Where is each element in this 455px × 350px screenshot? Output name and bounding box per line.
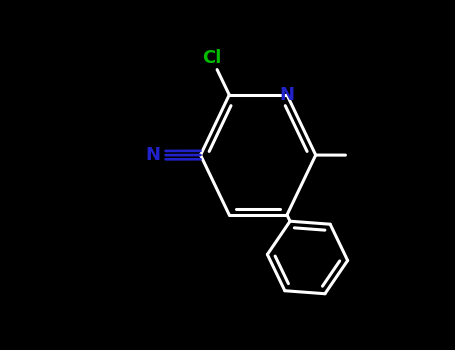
Text: Cl: Cl xyxy=(202,49,221,66)
Text: N: N xyxy=(146,146,161,164)
Text: N: N xyxy=(279,86,294,104)
